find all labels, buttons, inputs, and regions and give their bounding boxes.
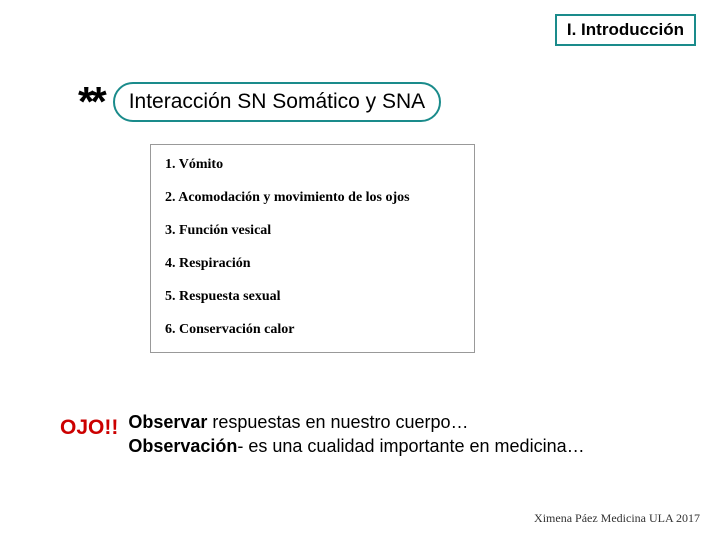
numbered-list: 1. Vómito 2. Acomodación y movimiento de… — [165, 157, 460, 338]
callout-row: OJO!! Observar respuestas en nuestro cue… — [60, 410, 585, 459]
callout-line2-bold: Observación — [128, 436, 237, 456]
callout-text: Observar respuestas en nuestro cuerpo… O… — [128, 410, 584, 459]
callout-label: OJO!! — [60, 416, 118, 440]
list-item: 4. Respiración — [165, 256, 460, 272]
title-row: ** Interacción SN Somático y SNA — [78, 78, 441, 126]
footer-credit: Ximena Páez Medicina ULA 2017 — [534, 511, 700, 526]
callout-line2-rest: - es una cualidad importante en medicina… — [237, 436, 584, 456]
star-marker: ** — [78, 78, 103, 126]
callout-line1-rest: respuestas en nuestro cuerpo… — [207, 412, 468, 432]
list-item: 2. Acomodación y movimiento de los ojos — [165, 190, 460, 206]
list-item: 1. Vómito — [165, 157, 460, 173]
section-header-text: I. Introducción — [567, 20, 684, 39]
numbered-list-box: 1. Vómito 2. Acomodación y movimiento de… — [150, 144, 475, 353]
list-item: 5. Respuesta sexual — [165, 289, 460, 305]
list-item: 6. Conservación calor — [165, 322, 460, 338]
list-item: 3. Función vesical — [165, 223, 460, 239]
title-box: Interacción SN Somático y SNA — [113, 82, 441, 122]
section-header-box: I. Introducción — [555, 14, 696, 46]
title-text: Interacción SN Somático y SNA — [129, 90, 425, 113]
callout-line1-bold: Observar — [128, 412, 207, 432]
